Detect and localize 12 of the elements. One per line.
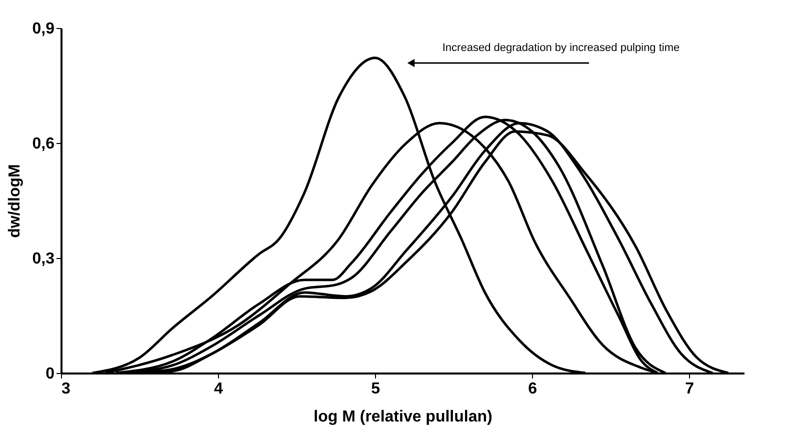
- x-tick-label: 5: [371, 380, 380, 398]
- x-tick-label: 7: [685, 380, 694, 398]
- y-tick-label: 0: [46, 366, 55, 382]
- y-axis-title: dw/dlogM: [6, 164, 24, 238]
- x-axis-title: log M (relative pullulan): [314, 408, 492, 426]
- y-tick-label: 0,6: [32, 136, 55, 152]
- y-tick-label: 0,3: [32, 250, 55, 268]
- x-tick-label: 4: [214, 380, 224, 398]
- x-tick-label: 3: [62, 380, 70, 398]
- x-tick-label: 6: [528, 380, 538, 398]
- annotation: Increased degradation by increased pulping time: [442, 42, 680, 54]
- y-tick-label: 0,9: [32, 20, 55, 38]
